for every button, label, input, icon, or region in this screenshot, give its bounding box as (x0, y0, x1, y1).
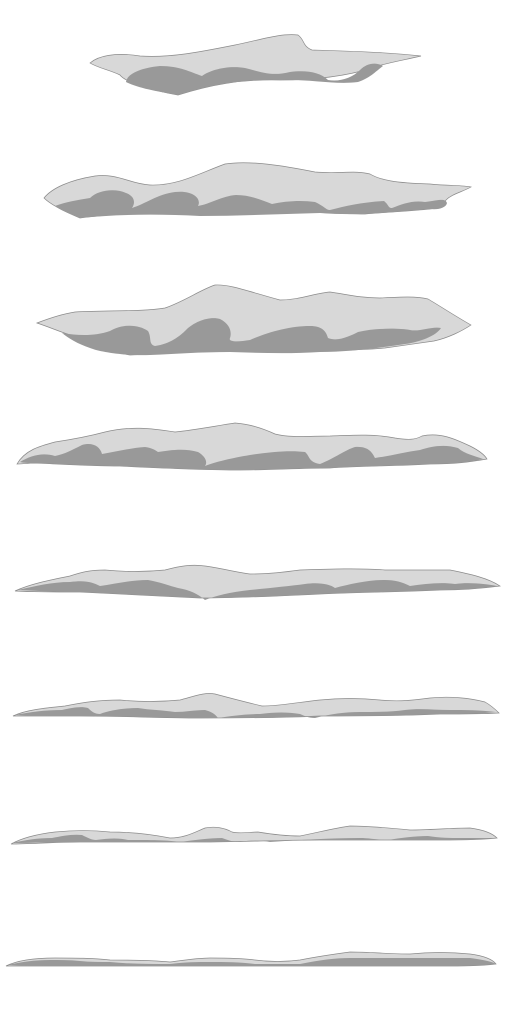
cloud-frame-5 (0, 512, 512, 640)
cloud-frame-1-shadow (126, 63, 383, 95)
cloud-frame-2-graphic (43, 162, 472, 219)
cloud-frame-3-shadow (62, 318, 441, 356)
cloud-frame-8-shadow (8, 958, 496, 966)
cloud-frame-8 (0, 896, 512, 1024)
cloud-frame-3-graphic (35, 284, 472, 356)
cloud-frame-3 (0, 256, 512, 384)
cloud-frame-2 (0, 128, 512, 256)
cloud-frame-6-graphic (12, 693, 500, 719)
cloud-frame-6-shadow (15, 707, 496, 718)
cloud-frame-8-graphic (5, 951, 497, 967)
cloud-frame-7-shadow (12, 834, 495, 843)
cloud-frame-7-graphic (10, 825, 498, 845)
cloud-frame-5-shadow (18, 580, 497, 600)
cloud-frame-6 (0, 640, 512, 768)
cloud-frame-1-graphic (89, 34, 422, 96)
cloud-frame-4 (0, 384, 512, 512)
cloud-frame-1 (0, 0, 512, 128)
cloud-frame-2-shadow (55, 190, 447, 218)
cloud-frame-4-shadow (20, 444, 483, 470)
cloud-frame-5-graphic (14, 564, 501, 600)
cloud-frame-7 (0, 768, 512, 896)
cloud-frame-4-graphic (16, 422, 488, 471)
